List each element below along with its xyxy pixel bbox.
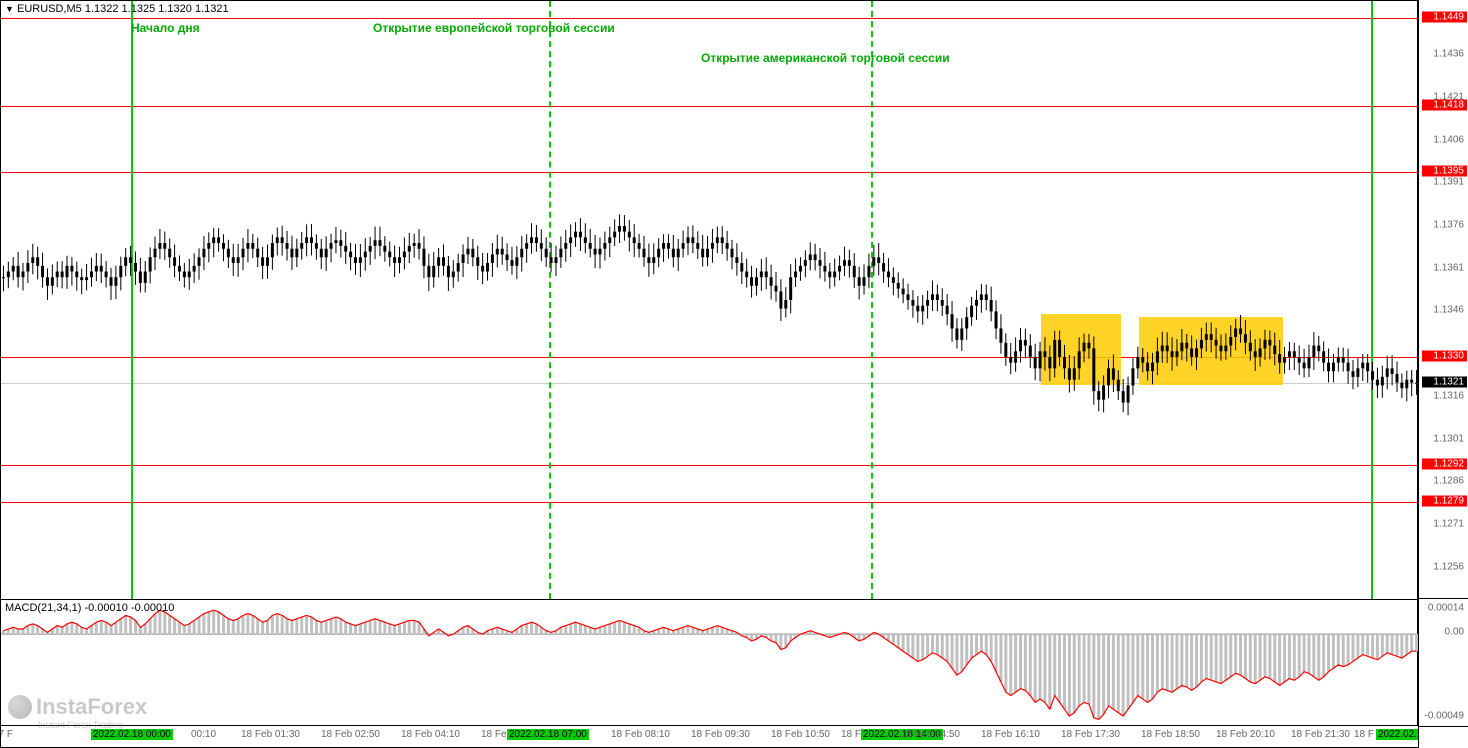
macd-chart <box>1 600 1419 727</box>
x-tick-label: 00:10 <box>191 729 216 740</box>
dropdown-arrow-icon: ▼ <box>5 4 14 14</box>
y-tick-label: 1.1286 <box>1433 476 1464 487</box>
session-label: Открытие американской торговой сессии <box>701 51 950 65</box>
x-tick-label: 18 Feb 20:10 <box>1216 729 1275 740</box>
price-level-label: 1.1449 <box>1422 12 1467 23</box>
chart-title: ▼ EURUSD,M5 1.1322 1.1325 1.1320 1.1321 <box>5 3 229 15</box>
x-tick-label: 18 Feb 17:30 <box>1061 729 1120 740</box>
symbol-label: EURUSD,M5 <box>17 3 82 15</box>
x-tick-label: 18 Feb 09:30 <box>691 729 750 740</box>
price-level-label: 1.1279 <box>1422 496 1467 507</box>
session-label: Открытие европейской торговой сессии <box>373 21 615 35</box>
macd-panel[interactable]: MACD(21,34,1) -0.00010 -0.00010 <box>1 599 1419 727</box>
macd-y-label: 0.00 <box>1445 627 1464 638</box>
x-tick-label: 18 Feb 08:10 <box>611 729 670 740</box>
price-level-label: 1.1395 <box>1422 165 1467 176</box>
x-tick-label: 18 Feb 01:30 <box>241 729 300 740</box>
y-tick-label: 1.1256 <box>1433 561 1464 572</box>
price-axis: 1.1256 1.1271 1.1286 1.1301 1.1316 1.1346 1.13… <box>1418 0 1468 748</box>
x-tick-label: 18 Feb 14:50 <box>901 729 960 740</box>
x-tick-label: 2022.02.19 00:00 <box>1376 729 1419 740</box>
x-tick-label: 2022.02.18 00:00 <box>91 729 173 740</box>
y-tick-label: 1.1271 <box>1433 518 1464 529</box>
x-tick-label: 18 F <box>1354 729 1374 740</box>
x-tick-label: 18 Feb 04:10 <box>401 729 460 740</box>
price-level-label: 1.1330 <box>1422 350 1467 361</box>
tagline-text: Instant Forex Trading <box>38 720 147 730</box>
y-tick-label: 1.1361 <box>1433 262 1464 273</box>
globe-icon <box>8 695 32 719</box>
y-tick-label: 1.1436 <box>1433 49 1464 60</box>
session-label: Начало дня <box>131 21 200 35</box>
y-tick-label: 1.1406 <box>1433 134 1464 145</box>
price-chart-panel[interactable]: ▼ EURUSD,M5 1.1322 1.1325 1.1320 1.1321 … <box>1 1 1419 599</box>
y-tick-label: 1.1316 <box>1433 390 1464 401</box>
price-level-label: 1.1292 <box>1422 459 1467 470</box>
ohlc-label: 1.1322 1.1325 1.1320 1.1321 <box>85 3 229 15</box>
x-tick-label: 18 Feb 02:50 <box>321 729 380 740</box>
y-tick-label: 1.1391 <box>1433 177 1464 188</box>
x-tick-label: 2022.02.18 07:00 <box>507 729 589 740</box>
x-tick-label: 18 Feb 10:50 <box>771 729 830 740</box>
macd-title: MACD(21,34,1) -0.00010 -0.00010 <box>5 602 174 614</box>
brand-text: InstaForex <box>36 694 147 720</box>
watermark: InstaForex Instant Forex Trading <box>8 694 147 730</box>
x-tick-label: 17 F <box>1 729 13 740</box>
macd-y-label: 0.00014 <box>1428 603 1464 614</box>
x-tick-label: 18 Feb 16:10 <box>981 729 1040 740</box>
macd-y-label: -0.00049 <box>1425 710 1464 721</box>
time-axis: 17 F 2022.02.18 00:00 00:10 18 Feb 01:30 18 … <box>1 725 1419 747</box>
chart-container[interactable]: ▼ EURUSD,M5 1.1322 1.1325 1.1320 1.1321 … <box>0 0 1418 748</box>
y-tick-label: 1.1376 <box>1433 219 1464 230</box>
y-tick-label: 1.1301 <box>1433 433 1464 444</box>
current-price-label: 1.1321 <box>1422 376 1467 387</box>
candlestick-chart <box>1 1 1419 599</box>
y-tick-label: 1.1346 <box>1433 305 1464 316</box>
price-level-label: 1.1418 <box>1422 100 1467 111</box>
x-tick-label: 18 Feb 18:50 <box>1141 729 1200 740</box>
x-tick-label: 18 Feb 21:30 <box>1291 729 1350 740</box>
